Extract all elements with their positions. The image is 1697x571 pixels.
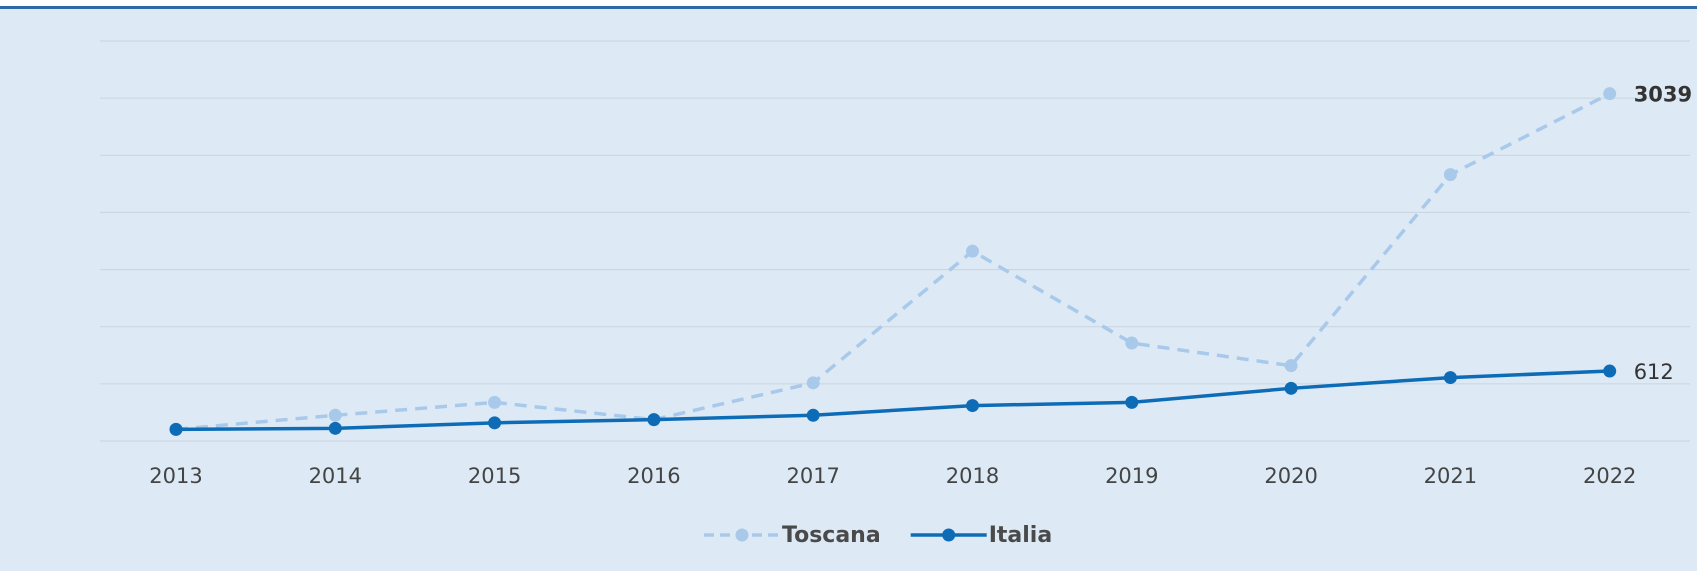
point bbox=[328, 421, 342, 435]
point bbox=[1443, 168, 1457, 182]
x-tick-label: 2022 bbox=[1583, 464, 1636, 488]
legend-label: Toscana bbox=[782, 523, 881, 548]
point bbox=[1603, 364, 1617, 378]
point bbox=[806, 376, 820, 390]
x-tick-label: 2020 bbox=[1264, 464, 1317, 488]
legend-label: Italia bbox=[989, 523, 1052, 548]
series-line bbox=[175, 92, 1611, 432]
x-tick-label: 2019 bbox=[1105, 464, 1158, 488]
x-tick-label: 2017 bbox=[786, 464, 839, 488]
point bbox=[1284, 381, 1298, 395]
point bbox=[488, 416, 502, 430]
point bbox=[1125, 395, 1139, 409]
x-tick-label: 2021 bbox=[1424, 464, 1477, 488]
x-tick-label: 2018 bbox=[946, 464, 999, 488]
top-strip bbox=[0, 0, 1697, 9]
point bbox=[328, 408, 342, 422]
point bbox=[966, 244, 979, 258]
point bbox=[488, 395, 502, 409]
point bbox=[1125, 336, 1139, 350]
point bbox=[169, 422, 183, 436]
x-tick-label: 2014 bbox=[309, 464, 362, 488]
x-tick-label: 2016 bbox=[627, 464, 680, 488]
point bbox=[806, 408, 820, 422]
point bbox=[1284, 359, 1298, 373]
series-line bbox=[175, 369, 1610, 432]
x-tick-label: 2013 bbox=[149, 464, 202, 488]
point bbox=[647, 413, 661, 427]
top-border bbox=[0, 6, 1697, 9]
value-label: 612 bbox=[1634, 360, 1674, 384]
point bbox=[1443, 371, 1457, 385]
point bbox=[1603, 87, 1617, 101]
value-label: 3039 bbox=[1634, 83, 1692, 107]
legend-marker bbox=[735, 528, 749, 542]
legend-marker bbox=[942, 528, 956, 542]
x-tick-label: 2015 bbox=[468, 464, 521, 488]
point bbox=[966, 399, 979, 413]
